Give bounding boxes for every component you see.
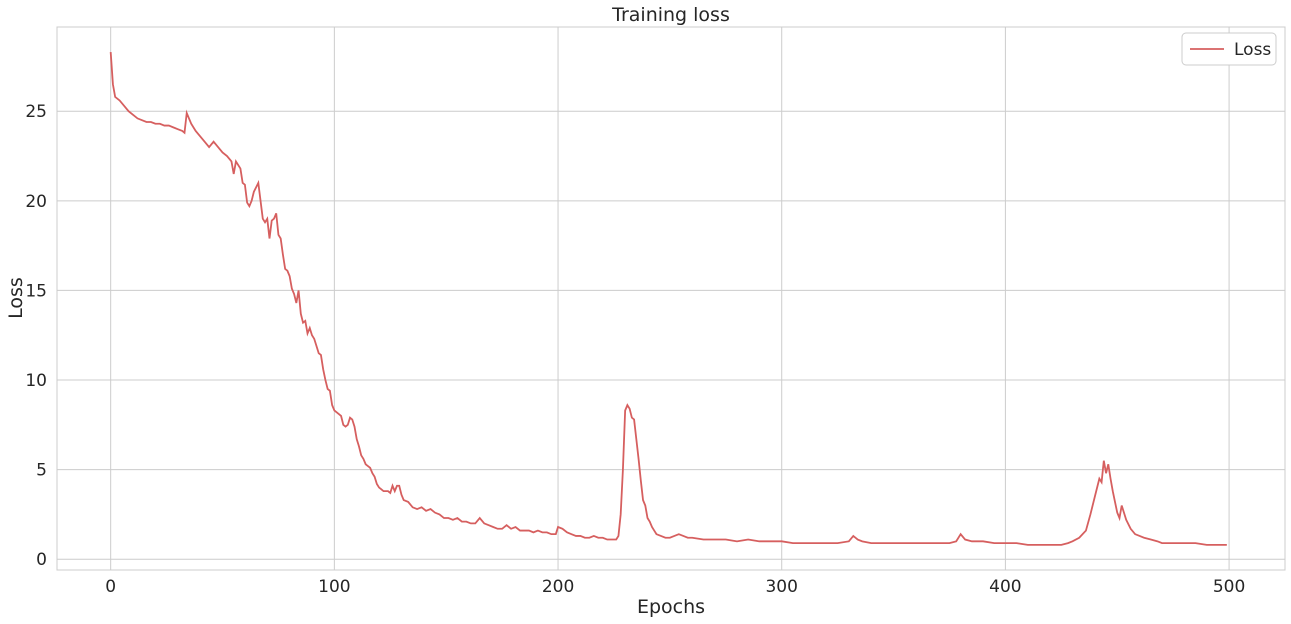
y-axis-ticks: 0 5 10 15 20 25 bbox=[25, 102, 47, 570]
x-tick-label: 500 bbox=[1213, 577, 1245, 597]
y-axis-label: Loss bbox=[5, 277, 27, 319]
y-tick-label: 5 bbox=[36, 461, 47, 481]
x-tick-label: 300 bbox=[765, 577, 797, 597]
x-tick-label: 200 bbox=[542, 577, 574, 597]
plot-area-frame bbox=[56, 26, 1286, 571]
series-line-loss bbox=[109, 52, 1227, 546]
x-axis-ticks: 0 100 200 300 400 500 bbox=[105, 577, 1245, 597]
legend: Loss bbox=[1181, 32, 1277, 66]
legend-label-loss: Loss bbox=[1234, 40, 1271, 60]
y-tick-label: 20 bbox=[25, 192, 47, 212]
y-tick-label: 10 bbox=[25, 371, 47, 391]
legend-box bbox=[1181, 32, 1277, 66]
grid bbox=[57, 27, 1285, 570]
x-tick-label: 0 bbox=[105, 577, 116, 597]
y-tick-label: 25 bbox=[25, 102, 47, 122]
x-tick-label: 400 bbox=[989, 577, 1021, 597]
y-tick-label: 15 bbox=[25, 281, 47, 301]
x-axis-label: Epochs bbox=[637, 596, 705, 618]
chart-title: Training loss bbox=[611, 4, 730, 26]
y-tick-label: 0 bbox=[36, 550, 47, 570]
x-tick-label: 100 bbox=[318, 577, 350, 597]
